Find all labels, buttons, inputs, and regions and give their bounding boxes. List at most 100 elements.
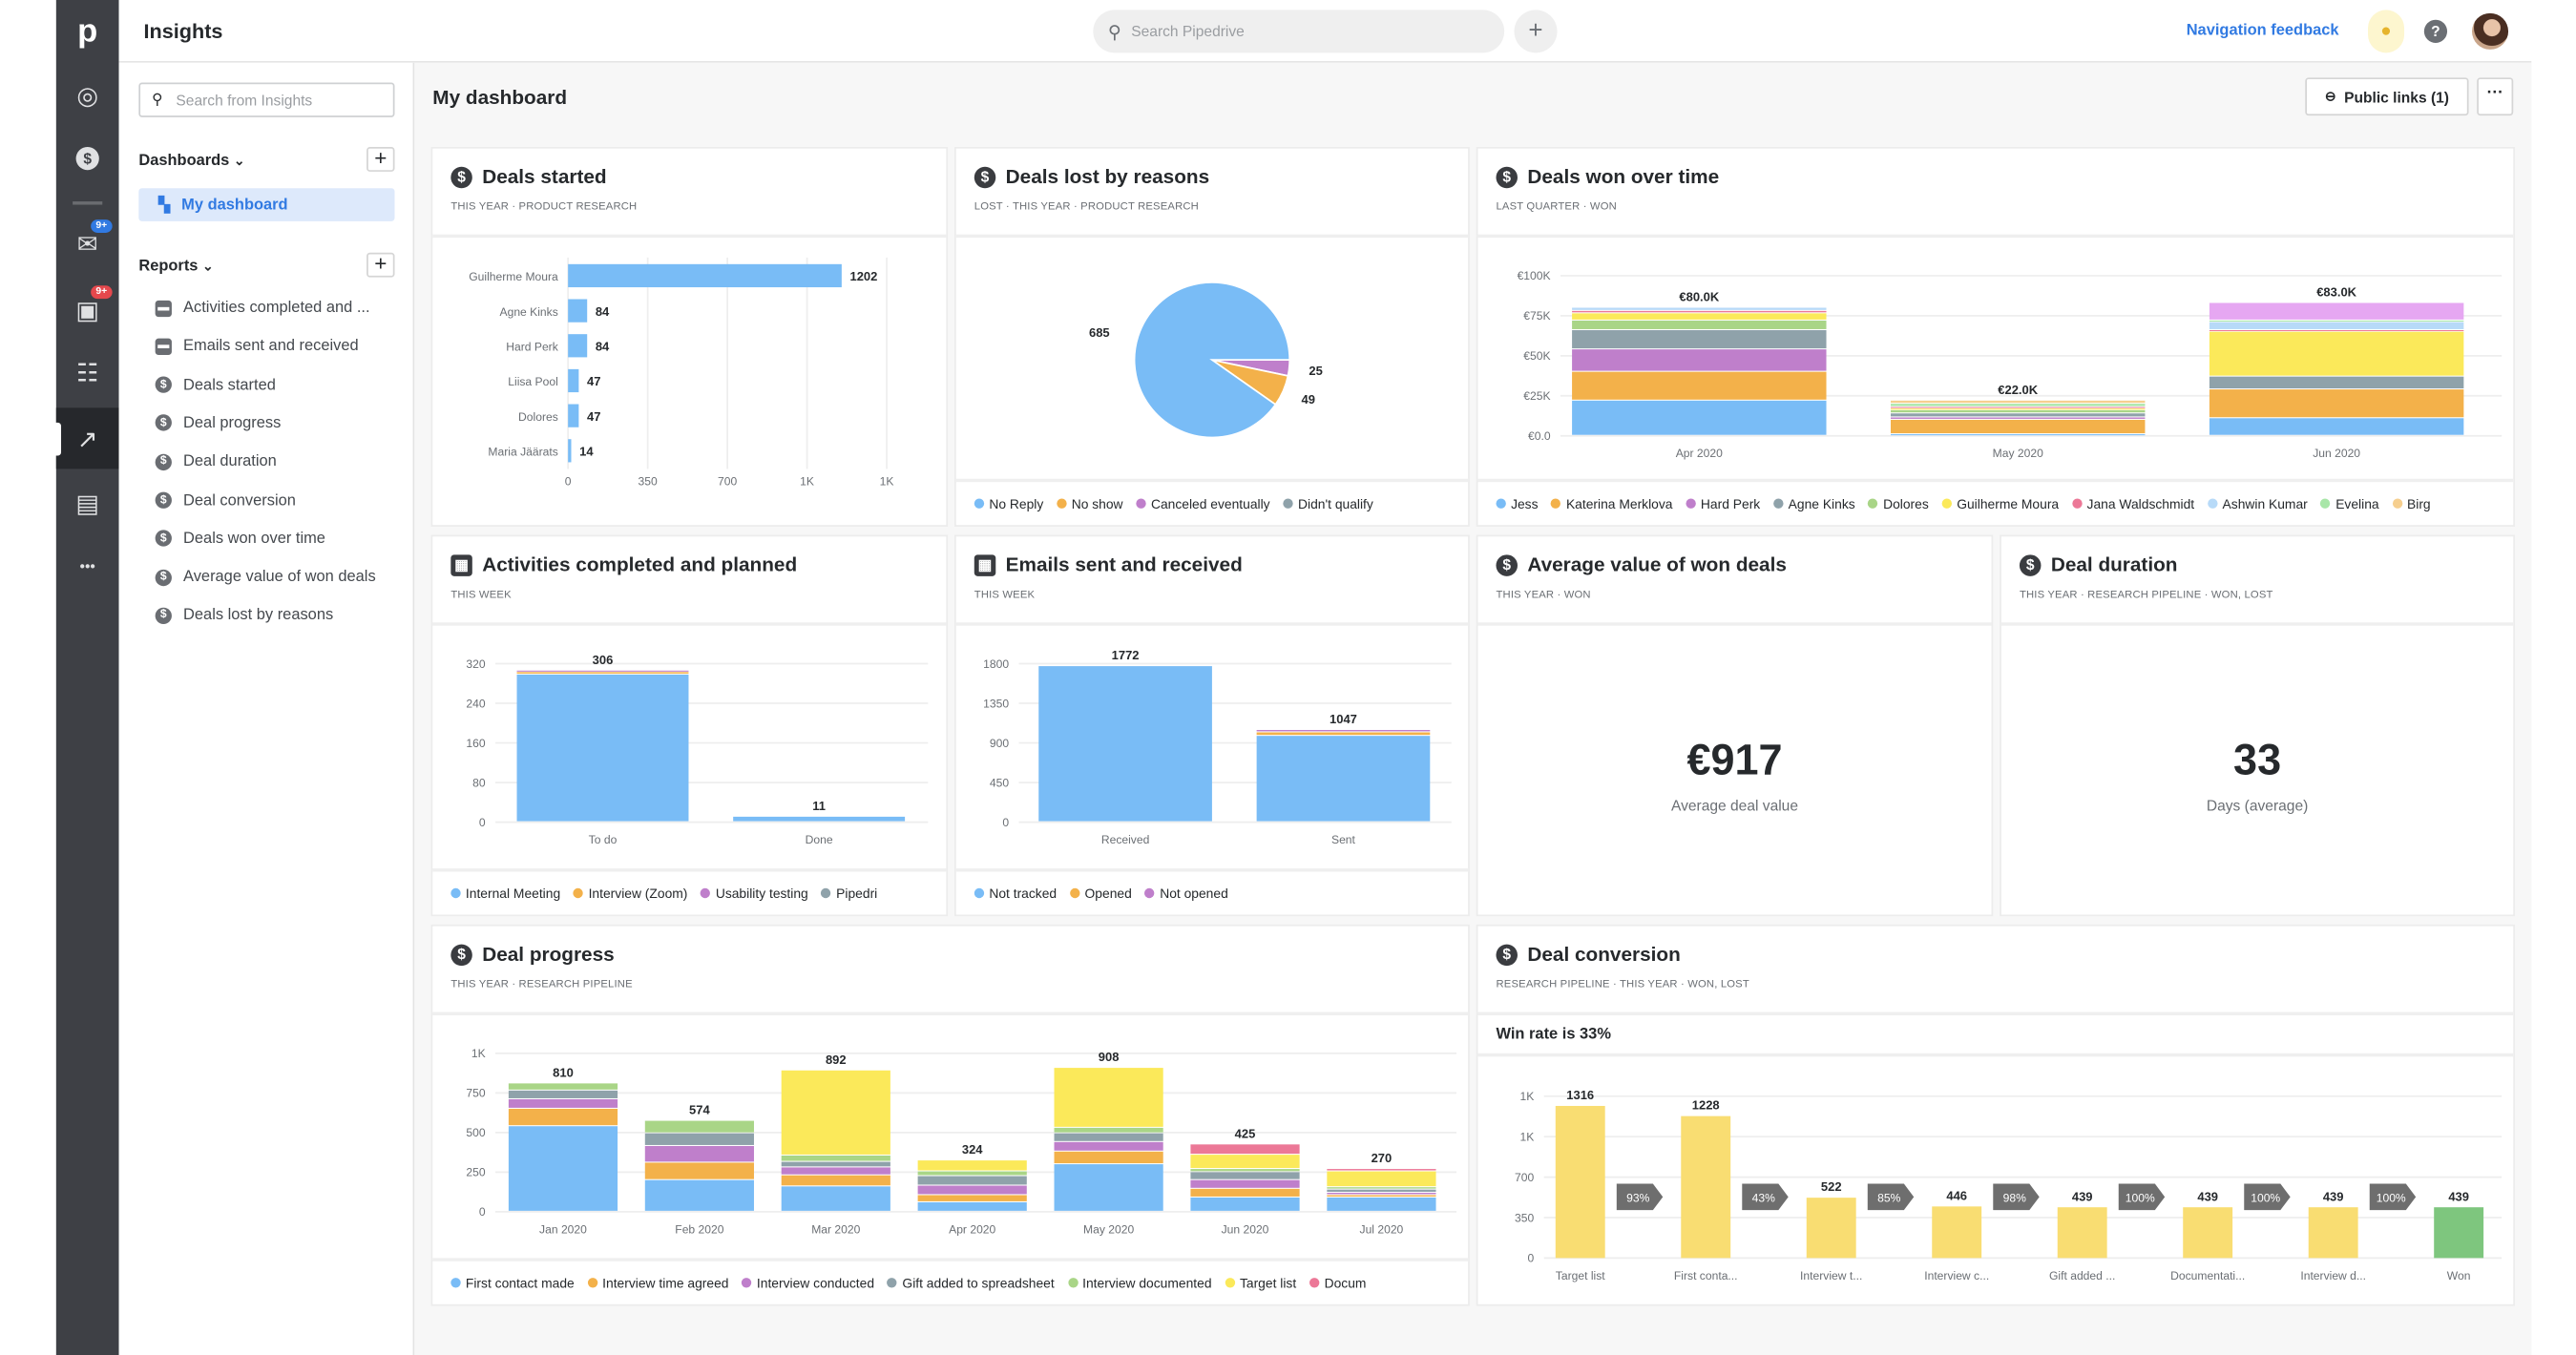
- stacked-bar-segment[interactable]: [2209, 376, 2464, 389]
- stacked-bar-segment[interactable]: [2209, 320, 2464, 322]
- stacked-bar-segment[interactable]: [1572, 329, 1827, 349]
- bar-total-label[interactable]: 1047: [1330, 712, 1357, 726]
- bar-total-label[interactable]: 270: [1372, 1151, 1393, 1165]
- sidebar-report-item[interactable]: $ Average value of won deals: [155, 568, 376, 586]
- stacked-bar-segment[interactable]: [1190, 1188, 1300, 1197]
- bar-value-label[interactable]: 47: [587, 409, 600, 424]
- bar-value-label[interactable]: 522: [1821, 1179, 1842, 1194]
- card-title[interactable]: Deal duration: [2050, 552, 2178, 576]
- stacked-bar-segment[interactable]: [1572, 307, 1827, 310]
- bar-total-label[interactable]: 306: [593, 653, 614, 667]
- stacked-bar-segment[interactable]: [508, 1083, 618, 1090]
- stacked-bar-segment[interactable]: [1054, 1133, 1163, 1141]
- stacked-bar-segment[interactable]: [516, 674, 689, 822]
- bar-value-label[interactable]: 47: [587, 374, 600, 388]
- legend-item[interactable]: Hard Perk: [1686, 496, 1760, 511]
- stacked-bar-segment[interactable]: [1054, 1127, 1163, 1133]
- legend-item[interactable]: Didn't qualify: [1283, 496, 1373, 511]
- more-options-button[interactable]: ···: [2477, 77, 2514, 116]
- card-title[interactable]: Average value of won deals: [1527, 552, 1787, 576]
- stacked-bar-segment[interactable]: [1054, 1068, 1163, 1127]
- stacked-bar-segment[interactable]: [1890, 400, 2146, 404]
- stacked-bar-segment[interactable]: [781, 1155, 890, 1161]
- legend-item[interactable]: Canceled eventually: [1136, 496, 1270, 511]
- bar-value-label[interactable]: 1202: [850, 269, 878, 283]
- card-title[interactable]: Activities completed and planned: [482, 552, 798, 576]
- legend-item[interactable]: Not opened: [1144, 886, 1228, 901]
- dashboards-toggle[interactable]: Dashboards ⌄: [138, 152, 244, 170]
- card-deals-lost[interactable]: $ Deals lost by reasons LOST · THIS YEAR ·…: [955, 148, 1469, 526]
- nav-activities-icon[interactable]: ▣ 9+: [56, 281, 119, 340]
- funnel-bar[interactable]: [2183, 1207, 2233, 1259]
- legend-item[interactable]: Jana Waldschmidt: [2071, 496, 2194, 511]
- stacked-bar-segment[interactable]: [1190, 1172, 1300, 1179]
- stacked-bar-segment[interactable]: [1327, 1192, 1436, 1195]
- legend-item[interactable]: Interview (Zoom): [574, 886, 687, 901]
- legend-item[interactable]: First contact made: [450, 1276, 575, 1290]
- stacked-bar-segment[interactable]: [1327, 1169, 1436, 1171]
- sidebar-report-item[interactable]: ▬ Activities completed and ...: [155, 299, 370, 317]
- bar-value-label[interactable]: 1228: [1692, 1098, 1720, 1113]
- stacked-bar-segment[interactable]: [1327, 1189, 1436, 1192]
- stacked-bar-segment[interactable]: [917, 1195, 1027, 1201]
- legend-item[interactable]: Docum: [1309, 1276, 1366, 1290]
- nav-insights-icon[interactable]: ↗: [55, 407, 119, 469]
- bar-value-label[interactable]: 446: [1946, 1188, 1967, 1202]
- nav-contacts-icon[interactable]: ☷: [76, 360, 99, 388]
- bar-total-label[interactable]: €83.0K: [2316, 285, 2356, 300]
- add-dashboard-button[interactable]: +: [367, 147, 395, 172]
- card-duration[interactable]: $ Deal duration THIS YEAR · RESEARCH PIPEL…: [2000, 536, 2514, 915]
- stacked-bar-segment[interactable]: [644, 1133, 754, 1145]
- bar-value-label[interactable]: 439: [2072, 1189, 2093, 1203]
- stacked-bar-segment[interactable]: [781, 1175, 890, 1186]
- bar[interactable]: [568, 368, 579, 393]
- stacked-bar-segment[interactable]: [2209, 418, 2464, 435]
- bar-total-label[interactable]: 11: [812, 799, 826, 813]
- stacked-bar-segment[interactable]: [917, 1185, 1027, 1195]
- card-title[interactable]: Deals won over time: [1527, 165, 1720, 189]
- legend-item[interactable]: Interview conducted: [742, 1276, 874, 1290]
- stacked-bar-segment[interactable]: [2209, 389, 2464, 418]
- sidebar-item-my-dashboard[interactable]: ▚ My dashboard: [138, 188, 395, 221]
- card-conversion[interactable]: $ Deal conversion RESEARCH PIPELINE · THIS…: [1477, 926, 2514, 1304]
- stacked-bar-segment[interactable]: [1190, 1197, 1300, 1211]
- bar[interactable]: [568, 334, 588, 358]
- stacked-bar-segment[interactable]: [1327, 1195, 1436, 1197]
- stacked-bar-segment[interactable]: [2209, 331, 2464, 376]
- legend-item[interactable]: Agne Kinks: [1773, 496, 1855, 511]
- legend-item[interactable]: Internal Meeting: [450, 886, 560, 901]
- funnel-bar[interactable]: [2057, 1207, 2107, 1259]
- legend-item[interactable]: Evelina: [2320, 496, 2379, 511]
- bar-value-label[interactable]: 84: [596, 339, 610, 353]
- stacked-bar-segment[interactable]: [1890, 413, 2146, 417]
- stacked-bar-segment[interactable]: [1054, 1141, 1163, 1151]
- nav-products-icon[interactable]: ▤: [75, 490, 99, 519]
- card-title[interactable]: Deal conversion: [1527, 942, 1681, 967]
- help-icon[interactable]: ?: [2423, 19, 2448, 43]
- pipedrive-logo[interactable]: p: [77, 11, 98, 50]
- stacked-bar-segment[interactable]: [917, 1201, 1027, 1211]
- stacked-bar-segment[interactable]: [1890, 409, 2146, 413]
- bar-total-label[interactable]: 324: [962, 1142, 983, 1157]
- legend-item[interactable]: Gift added to spreadsheet: [887, 1276, 1055, 1290]
- card-deals-won[interactable]: $ Deals won over time LAST QUARTER · WON Je…: [1477, 148, 2514, 526]
- bar-value-label[interactable]: 1316: [1566, 1088, 1594, 1102]
- stacked-bar-segment[interactable]: [1572, 310, 1827, 313]
- legend-item[interactable]: No show: [1057, 496, 1123, 511]
- stacked-bar-segment[interactable]: [1054, 1164, 1163, 1211]
- bar[interactable]: [568, 263, 842, 288]
- legend-item[interactable]: Interview time agreed: [587, 1276, 729, 1290]
- legend-item[interactable]: Target list: [1225, 1276, 1296, 1290]
- legend-item[interactable]: Ashwin Kumar: [2207, 496, 2308, 511]
- stacked-bar-segment[interactable]: [1890, 434, 2146, 436]
- nav-mail-icon[interactable]: ✉ 9+: [56, 215, 119, 274]
- bar-total-label[interactable]: 574: [689, 1103, 710, 1117]
- legend-item[interactable]: Katerina Merklova: [1551, 496, 1673, 511]
- stacked-bar-segment[interactable]: [1890, 404, 2146, 406]
- stacked-bar-segment[interactable]: [781, 1186, 890, 1211]
- funnel-bar[interactable]: [2434, 1207, 2484, 1259]
- stacked-bar-segment[interactable]: [644, 1162, 754, 1179]
- stacked-bar-segment[interactable]: [781, 1161, 890, 1167]
- bar-value-label[interactable]: 439: [2197, 1189, 2218, 1203]
- legend-item[interactable]: Dolores: [1868, 496, 1929, 511]
